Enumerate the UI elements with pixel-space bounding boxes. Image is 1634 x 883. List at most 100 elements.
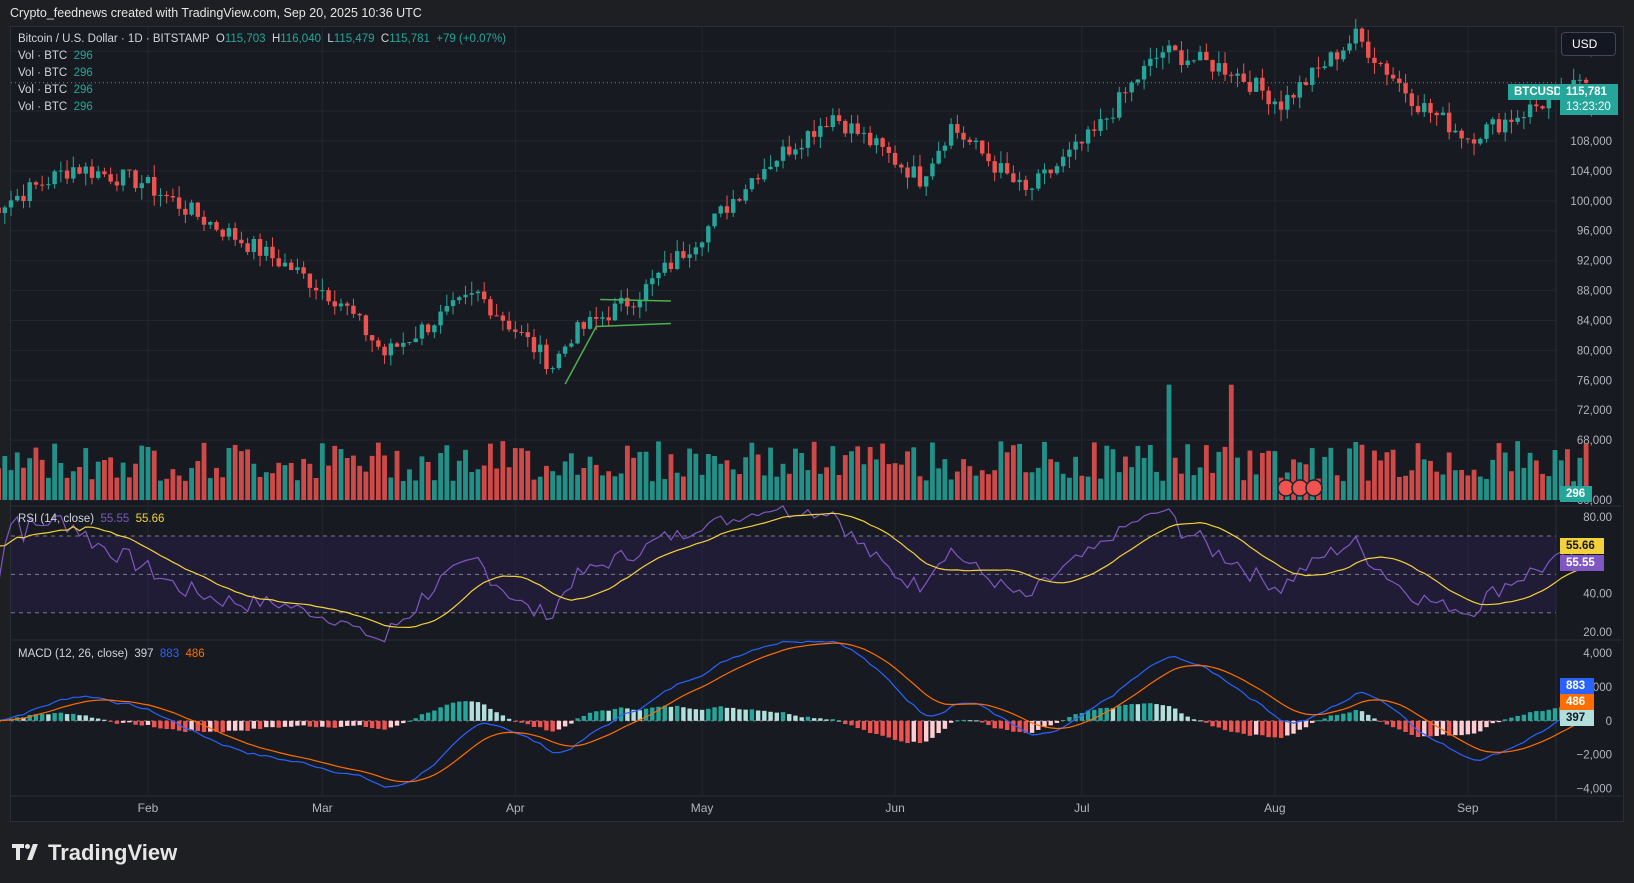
vol-legend-1[interactable]: Vol · BTC 296 [18, 50, 93, 62]
macd-histogram-bar [1204, 720, 1209, 723]
candle-body [550, 368, 555, 370]
macd-line-value: 883 [159, 648, 180, 660]
volume-bar [587, 456, 593, 500]
volume-bar [1533, 460, 1539, 500]
candle-body [1534, 104, 1539, 107]
chart-frame[interactable] [10, 26, 1624, 822]
candle-body [1459, 130, 1464, 139]
macd-signal-tag: 486 [1560, 694, 1594, 710]
time-tick-label: Aug [1264, 801, 1285, 815]
candle-body [687, 254, 692, 258]
macd-histogram-bar [799, 717, 804, 721]
candle-body [401, 342, 406, 347]
macd-histogram-bar [967, 720, 972, 722]
candle-body [500, 315, 506, 321]
volume-bar [114, 477, 120, 500]
volume-bar [1309, 448, 1315, 500]
volume-bar [1415, 443, 1421, 500]
volume-bar [1241, 480, 1247, 500]
volume-bar [500, 441, 506, 500]
candle-body [569, 343, 574, 347]
volume-bar [33, 447, 39, 500]
volume-bar [394, 450, 400, 500]
volume-bar [1141, 457, 1147, 500]
volume-bar [712, 456, 717, 500]
candle-body [432, 325, 437, 333]
macd-histogram-bar [257, 720, 263, 729]
macd-histogram-bar [998, 720, 1004, 729]
volume-bar [189, 468, 194, 500]
candle-body [295, 267, 300, 271]
candle-body [1484, 124, 1489, 139]
macd-histogram-bar [183, 720, 188, 732]
macd-histogram-bar [886, 720, 892, 738]
candle-body [407, 342, 412, 344]
volume-bar [1253, 474, 1259, 500]
candle-body [1496, 119, 1502, 133]
macd-legend[interactable]: MACD (12, 26, close) 397 883 486 [18, 648, 205, 660]
candle-body [1235, 73, 1240, 76]
candle-body [562, 346, 568, 354]
volume-bar [95, 461, 101, 500]
volume-bar [1154, 471, 1159, 500]
candle-body [1029, 188, 1035, 190]
volume-bar [1502, 452, 1508, 500]
macd-histogram-bar [357, 720, 362, 726]
volume-bar [1527, 452, 1533, 500]
macd-histogram-bar [1309, 720, 1315, 723]
macd-histogram-bar [581, 715, 586, 721]
macd-histogram-bar [1372, 718, 1377, 721]
candle-body [650, 278, 655, 285]
macd-histogram-bar [127, 720, 132, 723]
rsi-legend[interactable]: RSI (14, close) 55.55 55.66 [18, 513, 164, 525]
macd-histogram-bar [861, 720, 867, 730]
candle-body [145, 176, 151, 184]
macd-histogram-bar [712, 707, 717, 721]
macd-histogram-bar [419, 714, 425, 721]
volume-bar [1353, 442, 1359, 500]
macd-histogram-bar [108, 720, 113, 722]
vol-legend-3[interactable]: Vol · BTC 296 [18, 84, 93, 96]
macd-histogram-bar [1515, 715, 1520, 721]
macd-histogram-bar [849, 720, 854, 726]
candle-body [1390, 74, 1396, 79]
volume-bar [1235, 457, 1240, 500]
macd-histogram-bar [662, 705, 667, 721]
volume-bar [375, 442, 381, 500]
candle-body [1409, 93, 1415, 107]
price-tick-label: 92,000 [1577, 256, 1612, 268]
price-tick-label: 80,000 [1577, 345, 1612, 357]
macd-histogram-bar [33, 714, 39, 721]
volume-bar [730, 469, 736, 500]
vol-label: Vol · BTC [18, 67, 68, 79]
volume-bar [226, 447, 232, 500]
macd-histogram-bar [1496, 720, 1502, 723]
candle-body [1353, 28, 1358, 44]
currency-button[interactable]: USD [1561, 32, 1616, 56]
macd-histogram-bar [1048, 720, 1053, 726]
volume-bar [89, 479, 95, 500]
macd-histogram-bar [1403, 720, 1408, 732]
candle-body [351, 305, 356, 314]
macd-histogram-bar [376, 720, 381, 729]
candle-body [201, 216, 207, 225]
volume-bar [531, 479, 537, 500]
candle-body [2, 207, 8, 214]
tradingview-watermark[interactable]: TradingView [12, 840, 177, 866]
candle-body [481, 291, 487, 300]
candle-body [1453, 130, 1458, 133]
volume-bar [967, 466, 973, 500]
candle-body [376, 340, 381, 347]
volume-bar [1185, 444, 1191, 500]
vol-legend-2[interactable]: Vol · BTC 296 [18, 67, 93, 79]
volume-bar [830, 446, 836, 500]
macd-histogram-bar [1004, 720, 1010, 730]
volume-bar [238, 451, 244, 500]
volume-bar [201, 442, 207, 500]
symbol-title[interactable]: Bitcoin / U.S. Dollar · 1D · BITSTAMP [18, 33, 210, 45]
macd-histogram-bar [176, 720, 182, 731]
vol-legend-4[interactable]: Vol · BTC 296 [18, 101, 93, 113]
macd-histogram-bar [189, 720, 194, 731]
candle-body [1502, 119, 1508, 133]
